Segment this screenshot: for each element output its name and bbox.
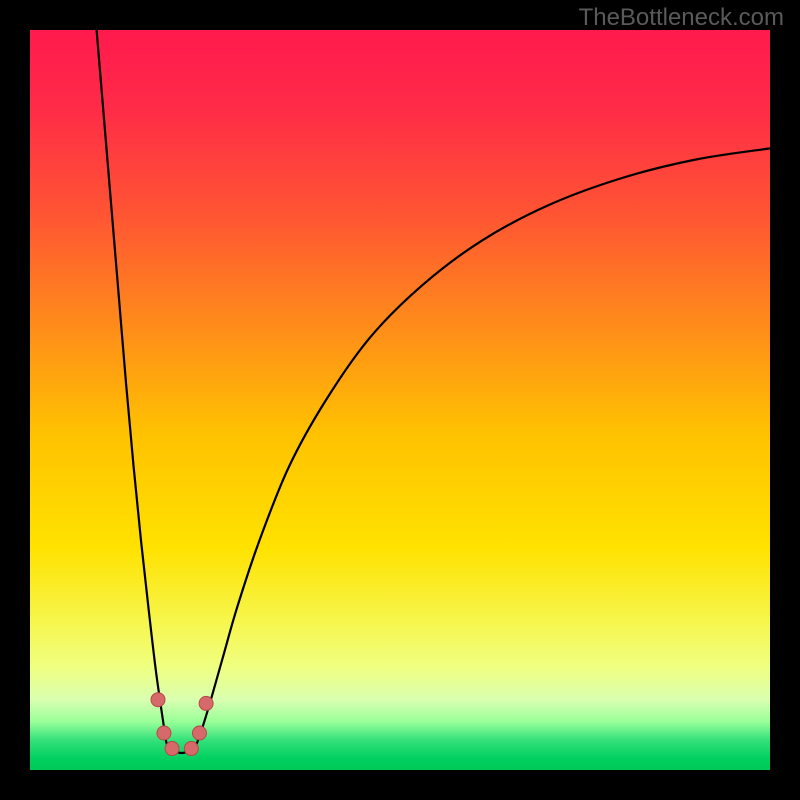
watermark-text: TheBottleneck.com <box>579 4 784 32</box>
plot-area <box>30 30 770 770</box>
outer-frame <box>0 0 800 800</box>
gradient-background <box>30 30 770 770</box>
